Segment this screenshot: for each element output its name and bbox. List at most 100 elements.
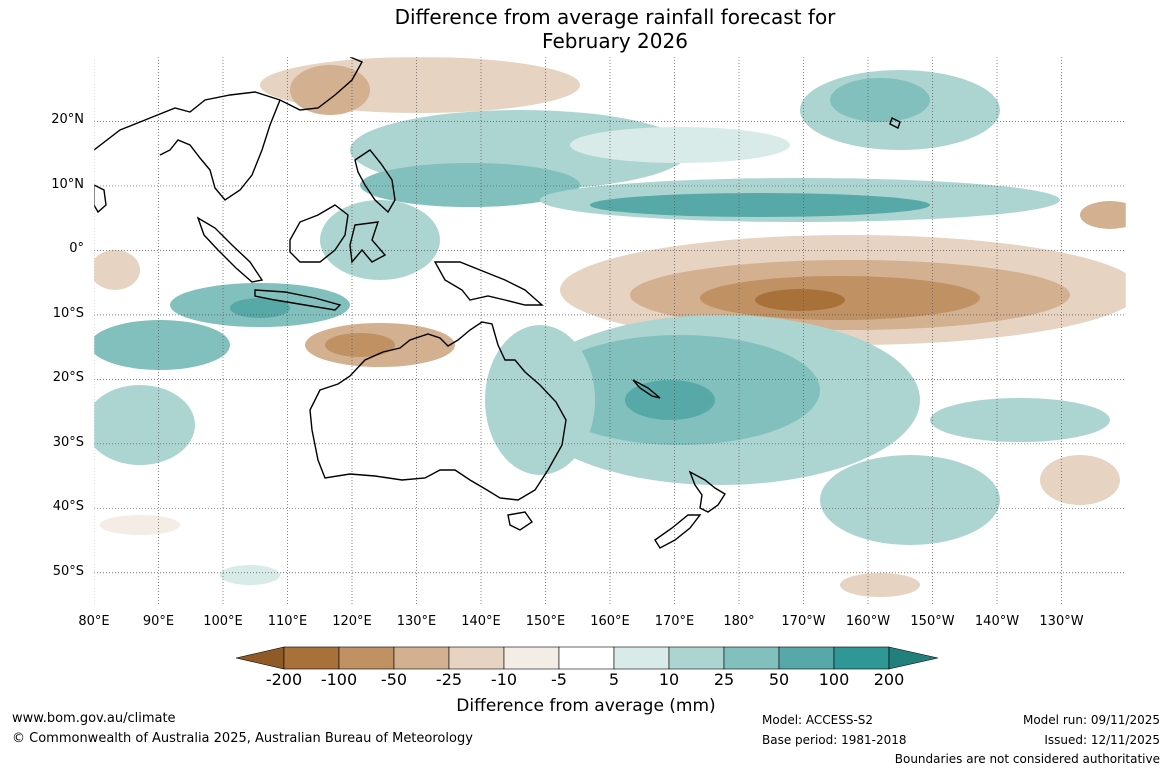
colorbar-box: [558, 646, 615, 670]
anomaly-region-wet-spcz-core: [625, 380, 715, 420]
longitude-label: 90°E: [142, 614, 175, 629]
anomaly-region-wet-south-east: [930, 398, 1110, 442]
title-line-2: February 2026: [542, 29, 688, 53]
colorbar-under-arrow: [235, 646, 285, 670]
colorbar-level-label: 200: [873, 670, 905, 689]
latitude-label: 10°S: [52, 305, 84, 321]
latitude-label: 30°S: [52, 434, 84, 450]
latitude-label: 50°S: [52, 563, 84, 579]
longitude-label: 160°E: [590, 614, 630, 629]
colorbar-level-label: 25: [713, 670, 735, 689]
anomaly-region-dry-west: [94, 250, 140, 290]
longitude-label: 160°W: [845, 614, 891, 629]
hawaii-outline: [889, 117, 901, 129]
colorbar-box: [778, 646, 835, 670]
anomaly-region-dry-east: [1080, 201, 1126, 229]
longitude-label: 170°W: [781, 614, 826, 629]
anomaly-region-wet-east-australia: [485, 325, 595, 475]
colorbar-box: [833, 646, 890, 670]
sulawesi-outline: [349, 221, 387, 264]
anomaly-region-wet-south-indian: [94, 385, 195, 465]
anomaly-region-wet-indonesia: [320, 200, 440, 280]
longitude-label: 120°E: [332, 614, 372, 629]
colorbar-level-label: -25: [435, 670, 463, 689]
longitude-label: 170°E: [654, 614, 695, 629]
latitude-label: 0°: [69, 241, 84, 257]
issued-text: Issued: 12/11/2025: [1044, 733, 1160, 747]
longitude-label: 130°W: [1039, 614, 1084, 629]
anomaly-field: [94, 57, 1126, 597]
graticule: [94, 57, 1126, 605]
anomaly-region-dry-north-australia-core: [325, 333, 395, 357]
colorbar-level-label: 50: [768, 670, 790, 689]
longitude-label: 110°E: [267, 614, 308, 629]
new-guinea-outline: [433, 261, 544, 306]
anomaly-region-dry-north-core: [290, 65, 370, 115]
colorbar-box: [723, 646, 780, 670]
longitude-label: 180°: [723, 614, 755, 629]
colorbar-box: [668, 646, 725, 670]
colorbar-level-label: -50: [380, 670, 408, 689]
title-line-1: Difference from average rainfall forecas…: [394, 5, 836, 29]
model-run-text: Model run: 09/11/2025: [1022, 713, 1160, 727]
anomaly-region-wet-hawaii-core: [830, 78, 930, 122]
colorbar-title: Difference from average (mm): [456, 696, 716, 716]
map-title: Difference from average rainfall forecas…: [0, 5, 1173, 53]
longitude-label: 100°E: [203, 614, 243, 629]
anomaly-region-moist-southern: [220, 565, 280, 585]
anomaly-region-wet-itcz-core: [590, 193, 930, 217]
colorbar-box: [393, 646, 450, 670]
boundaries-disclaimer: Boundaries are not considered authoritat…: [894, 752, 1160, 766]
java-outline: [254, 289, 342, 311]
latitude-label: 20°S: [52, 370, 84, 386]
tasmania-outline: [507, 511, 533, 531]
anomaly-region-wet-warm-pool: [360, 163, 580, 207]
anomaly-region-dry-south-east: [1040, 455, 1120, 505]
longitude-label: 150°E: [525, 614, 566, 629]
website-link[interactable]: www.bom.gov.au/climate: [12, 711, 176, 726]
anomaly-region-dry-southern: [840, 573, 920, 597]
colorbar-level-label: 10: [658, 670, 680, 689]
colorbar-box: [613, 646, 670, 670]
sumatra-outline: [196, 216, 264, 283]
colorbar-level-label: -10: [490, 670, 518, 689]
colorbar-box: [503, 646, 560, 670]
colorbar-box: [448, 646, 505, 670]
coastlines: [94, 57, 901, 549]
latitude-label: 40°S: [52, 499, 84, 515]
longitude-label: 140°W: [974, 614, 1020, 629]
anomaly-region-wet-east-indian: [94, 320, 230, 370]
colorbar-over-arrow: [888, 646, 939, 670]
borneo-outline: [289, 204, 349, 263]
philippines-outline: [354, 149, 396, 214]
new-zealand-north-outline: [688, 470, 726, 513]
colorbar-boxes: [235, 646, 939, 670]
australia-outline: [309, 321, 567, 501]
asia-mainland-outline: [94, 57, 363, 201]
colorbar-level-label: 100: [818, 670, 850, 689]
model-text: Model: ACCESS-S2: [762, 713, 874, 727]
anomaly-region-wet-south-pacific: [820, 455, 1000, 545]
new-caledonia-outline: [632, 379, 661, 399]
colorbar-level-label: -200: [265, 670, 303, 689]
sri-lanka-outline: [94, 184, 107, 214]
anomaly-region-wet-java-core: [230, 298, 290, 318]
longitude-label: 140°E: [461, 614, 501, 629]
longitude-label: 130°E: [396, 614, 437, 629]
longitude-label: 80°E: [78, 614, 110, 629]
latitude-label: 10°N: [51, 176, 84, 192]
colorbar-level-label: -100: [320, 670, 358, 689]
anomaly-region-moist-central: [570, 127, 790, 163]
colorbar-box: [338, 646, 395, 670]
new-zealand-south-outline: [654, 514, 702, 549]
anomaly-region-dry-equatorial-core: [755, 289, 845, 311]
colorbar-box: [283, 646, 340, 670]
map-frame: [93, 56, 1127, 606]
base-period-text: Base period: 1981-2018: [762, 733, 907, 747]
copyright-text: © Commonwealth of Australia 2025, Austra…: [12, 731, 473, 746]
colorbar-level-label: -5: [551, 670, 567, 689]
latitude-label: 20°N: [51, 112, 84, 128]
anomaly-region-slight-dry-southern: [100, 515, 180, 535]
